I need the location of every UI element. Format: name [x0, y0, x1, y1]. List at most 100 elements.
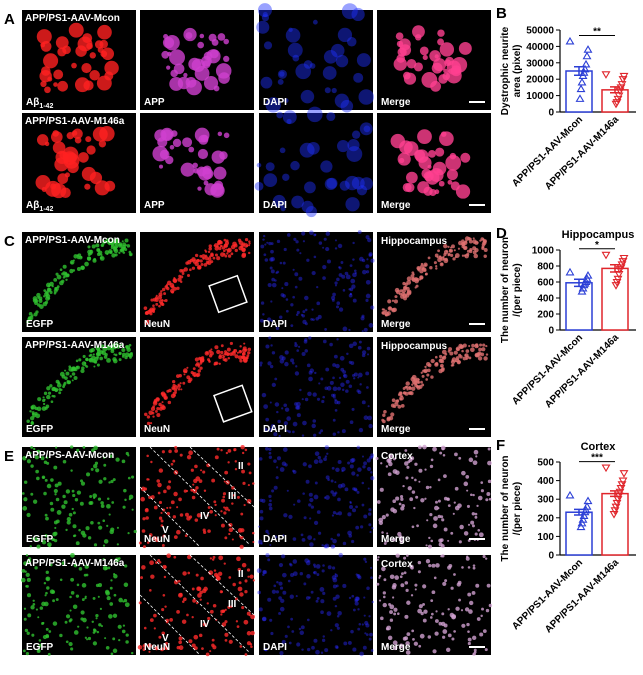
data-point — [577, 287, 587, 295]
cell-signal — [352, 608, 356, 612]
cell-signal — [169, 76, 184, 91]
cell-signal — [92, 493, 98, 498]
cell-signal — [336, 626, 340, 630]
cell-signal — [429, 265, 433, 270]
cell-signal — [364, 632, 367, 635]
cell-signal — [209, 609, 214, 614]
cell-signal — [285, 28, 301, 43]
cell-signal — [488, 603, 493, 608]
cell-signal — [227, 357, 231, 360]
cell-signal — [61, 561, 66, 565]
cell-signal — [146, 541, 150, 544]
cell-signal — [152, 304, 155, 307]
cell-signal — [355, 573, 358, 576]
cell-signal — [161, 544, 165, 547]
cell-signal — [181, 619, 187, 624]
cell-signal — [201, 254, 206, 259]
cell-signal — [93, 360, 98, 364]
cell-signal — [28, 451, 32, 455]
cell-signal — [69, 618, 73, 622]
cell-signal — [398, 502, 402, 506]
cell-signal — [403, 296, 407, 301]
cell-signal — [320, 429, 324, 433]
group-label: APP/PS1-AAV-Mcon — [25, 13, 120, 24]
cell-signal — [347, 530, 352, 536]
cell-signal — [144, 320, 150, 326]
cell-signal — [421, 383, 425, 387]
cell-signal — [398, 535, 403, 540]
cell-signal — [353, 372, 358, 377]
cell-signal — [330, 544, 335, 549]
y-tick-label: 0 — [548, 326, 554, 337]
cell-signal — [382, 413, 386, 417]
cell-signal — [150, 495, 155, 499]
cell-signal — [166, 511, 171, 516]
cell-signal — [269, 266, 273, 270]
cell-signal — [436, 256, 439, 259]
cell-signal — [268, 336, 272, 340]
panel-letter: E — [4, 448, 14, 465]
cell-signal — [228, 639, 233, 644]
cell-signal — [203, 489, 207, 492]
cell-signal — [197, 369, 201, 373]
cell-signal — [188, 639, 193, 644]
y-tick-label: 50000 — [526, 26, 554, 37]
cell-signal — [236, 495, 240, 499]
cell-signal — [341, 3, 358, 20]
cell-signal — [476, 504, 479, 508]
cell-signal — [320, 599, 325, 604]
cell-signal — [118, 597, 123, 603]
cell-signal — [313, 538, 316, 541]
cell-signal — [89, 70, 100, 81]
cell-signal — [223, 358, 227, 361]
cell-signal — [263, 427, 268, 432]
micrograph — [259, 555, 373, 655]
cell-signal — [268, 506, 273, 511]
cell-signal — [482, 554, 486, 559]
cell-signal — [197, 186, 202, 191]
cell-signal — [439, 131, 454, 147]
cell-signal — [348, 343, 354, 349]
cell-signal — [313, 571, 316, 574]
cell-signal — [331, 575, 337, 580]
cell-signal — [383, 595, 386, 599]
cell-signal — [124, 498, 127, 502]
cell-signal — [402, 636, 407, 641]
cell-signal — [61, 504, 66, 509]
cell-signal — [52, 531, 57, 537]
cell-signal — [365, 298, 369, 302]
cell-signal — [262, 570, 268, 575]
cell-signal — [342, 370, 347, 374]
cell-signal — [391, 537, 396, 542]
cell-signal — [102, 558, 105, 561]
cell-signal — [191, 495, 196, 500]
cell-signal — [237, 238, 242, 243]
cell-signal — [247, 462, 251, 466]
cell-signal — [295, 405, 300, 410]
cell-signal — [404, 391, 409, 396]
cell-signal — [73, 563, 78, 568]
cell-signal — [180, 388, 183, 391]
cell-signal — [455, 358, 460, 363]
cell-signal — [308, 370, 313, 375]
cell-signal — [268, 455, 273, 459]
cell-signal — [349, 264, 353, 268]
cell-signal — [43, 491, 47, 496]
cell-signal — [271, 277, 275, 282]
cell-signal — [62, 459, 67, 464]
cell-signal — [77, 625, 80, 628]
cell-signal — [356, 574, 361, 579]
cell-signal — [179, 513, 184, 517]
cell-signal — [414, 478, 417, 482]
cell-signal — [443, 527, 448, 532]
cell-signal — [419, 46, 429, 56]
cell-signal — [160, 524, 164, 527]
channel-label: Merge — [381, 424, 411, 435]
cell-signal — [89, 494, 93, 498]
cell-signal — [275, 476, 279, 480]
cell-signal — [400, 495, 404, 499]
y-tick-label: 20000 — [526, 75, 554, 86]
cell-signal — [75, 541, 80, 546]
cell-signal — [89, 171, 103, 185]
cell-signal — [412, 637, 415, 641]
